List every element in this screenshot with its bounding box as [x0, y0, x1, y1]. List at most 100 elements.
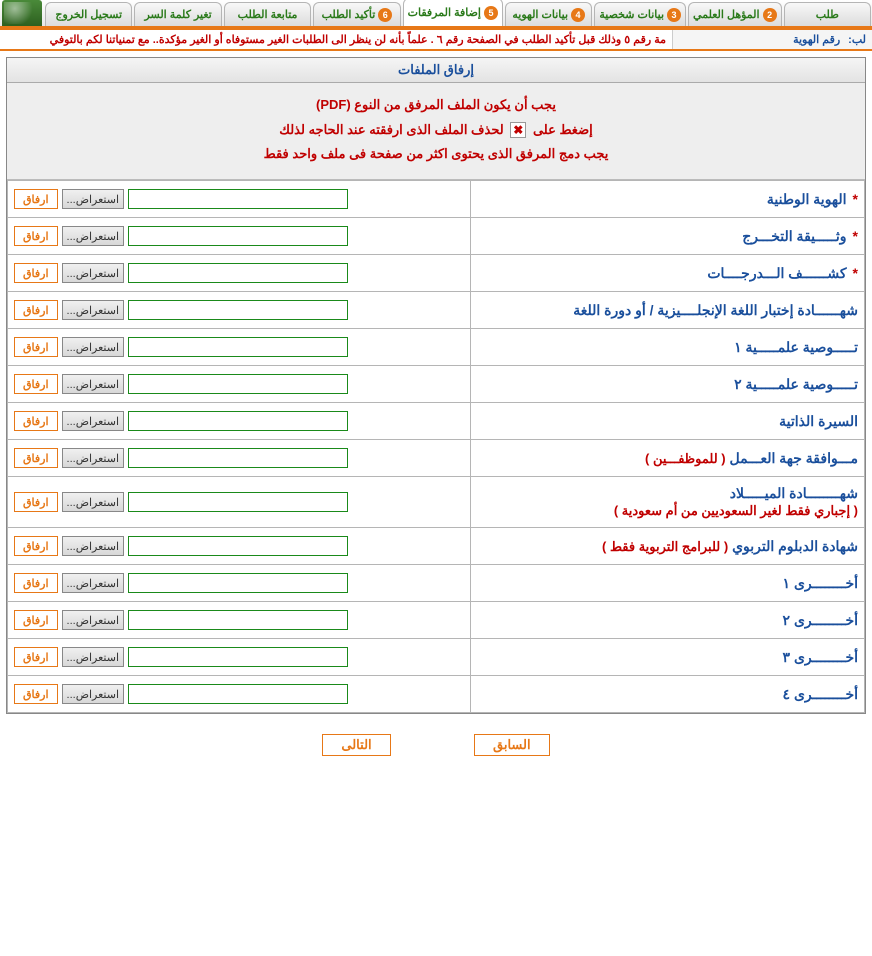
- upload-cell: ارفاق...استعراض: [8, 477, 471, 528]
- attach-button[interactable]: ارفاق: [14, 610, 58, 630]
- browse-button[interactable]: ...استعراض: [62, 536, 125, 556]
- attach-button[interactable]: ارفاق: [14, 300, 58, 320]
- file-path-input[interactable]: [128, 263, 348, 283]
- table-row: *الهوية الوطنيةارفاق...استعراض: [8, 181, 865, 218]
- instr-line-3: يجب دمج المرفق الذى يحتوى اكثر من صفحة ف…: [13, 142, 859, 167]
- nav-row: السابق التالى: [0, 720, 872, 774]
- browse-button[interactable]: ...استعراض: [62, 374, 125, 394]
- upload-cell: ارفاق...استعراض: [8, 329, 471, 366]
- tab-attachments[interactable]: 5إضافة المرفقات: [403, 0, 503, 26]
- attach-button[interactable]: ارفاق: [14, 411, 58, 431]
- attach-button[interactable]: ارفاق: [14, 189, 58, 209]
- upload-cell: ارفاق...استعراض: [8, 440, 471, 477]
- table-row: *كشــــــف الـــدرجــــاتارفاق...استعراض: [8, 255, 865, 292]
- upload-cell: ارفاق...استعراض: [8, 528, 471, 565]
- upload-cell: ارفاق...استعراض: [8, 676, 471, 713]
- attachment-label: *الهوية الوطنية: [470, 181, 864, 218]
- file-path-input[interactable]: [128, 448, 348, 468]
- tab-identity[interactable]: 4بيانات الهويه: [505, 2, 592, 26]
- attachment-label: تـــــوصية علمـــــية ١: [470, 329, 864, 366]
- attach-button[interactable]: ارفاق: [14, 448, 58, 468]
- required-star: *: [853, 191, 858, 207]
- tab-logout[interactable]: تسجيل الخروج: [45, 2, 132, 26]
- lb-lb: لب:: [848, 33, 866, 46]
- table-row: *وثـــــيقة التخـــرجارفاق...استعراض: [8, 218, 865, 255]
- delete-x-icon: ✖: [510, 122, 526, 138]
- browse-button[interactable]: ...استعراض: [62, 189, 125, 209]
- file-path-input[interactable]: [128, 536, 348, 556]
- browse-button[interactable]: ...استعراض: [62, 337, 125, 357]
- attachments-table: *الهوية الوطنيةارفاق...استعراض*وثـــــيق…: [7, 180, 865, 713]
- upload-cell: ارفاق...استعراض: [8, 255, 471, 292]
- file-path-input[interactable]: [128, 189, 348, 209]
- upload-cell: ارفاق...استعراض: [8, 639, 471, 676]
- attachment-label: أخــــــــرى ٣: [470, 639, 864, 676]
- upload-cell: ارفاق...استعراض: [8, 218, 471, 255]
- attachment-label: السيرة الذاتية: [470, 403, 864, 440]
- attach-button[interactable]: ارفاق: [14, 536, 58, 556]
- attachment-name: وثـــــيقة التخـــرج: [742, 228, 846, 244]
- attachment-label: شهــــــــادة الميـــــلاد( إجباري فقط ل…: [470, 477, 864, 528]
- file-path-input[interactable]: [128, 492, 348, 512]
- attach-button[interactable]: ارفاق: [14, 647, 58, 667]
- attachment-note: ( للموظفـــين ): [645, 451, 726, 466]
- file-path-input[interactable]: [128, 226, 348, 246]
- file-path-input[interactable]: [128, 411, 348, 431]
- browse-button[interactable]: ...استعراض: [62, 573, 125, 593]
- browse-button[interactable]: ...استعراض: [62, 300, 125, 320]
- tab-personal[interactable]: 3بيانات شخصية: [594, 2, 686, 26]
- attachment-name: شهــــــــادة الميـــــلاد: [730, 485, 858, 501]
- sub-bar: لب: رقم الهوية مة رقم ٥ وذلك قبل تأكيد ا…: [0, 30, 872, 51]
- upload-cell: ارفاق...استعراض: [8, 181, 471, 218]
- browse-button[interactable]: ...استعراض: [62, 684, 125, 704]
- upload-cell: ارفاق...استعراض: [8, 403, 471, 440]
- browse-button[interactable]: ...استعراض: [62, 492, 125, 512]
- browse-button[interactable]: ...استعراض: [62, 448, 125, 468]
- file-path-input[interactable]: [128, 684, 348, 704]
- tab-request[interactable]: طلب: [784, 2, 871, 26]
- table-row: تـــــوصية علمـــــية ١ ارفاق...استعراض: [8, 329, 865, 366]
- tab-password[interactable]: تغير كلمة السر: [134, 2, 221, 26]
- file-path-input[interactable]: [128, 300, 348, 320]
- browse-button[interactable]: ...استعراض: [62, 411, 125, 431]
- attachment-label: *كشــــــف الـــدرجــــات: [470, 255, 864, 292]
- table-row: أخــــــــرى ٢ ارفاق...استعراض: [8, 602, 865, 639]
- attachment-name: أخــــــــرى ٢: [783, 612, 858, 628]
- attachment-label: أخــــــــرى ٢: [470, 602, 864, 639]
- attach-button[interactable]: ارفاق: [14, 573, 58, 593]
- attachment-name: أخــــــــرى ٣: [783, 649, 858, 665]
- logo-icon: [2, 0, 42, 26]
- file-path-input[interactable]: [128, 647, 348, 667]
- attachment-label: شهــــــادة إختبار اللغة الإنجلــــيزية …: [470, 292, 864, 329]
- attach-button[interactable]: ارفاق: [14, 492, 58, 512]
- attach-button[interactable]: ارفاق: [14, 684, 58, 704]
- attach-button[interactable]: ارفاق: [14, 226, 58, 246]
- file-path-input[interactable]: [128, 374, 348, 394]
- attachment-name: كشــــــف الـــدرجــــات: [707, 265, 846, 281]
- attachment-name: السيرة الذاتية: [779, 413, 858, 429]
- table-row: شهــــــــادة الميـــــلاد( إجباري فقط ل…: [8, 477, 865, 528]
- instr-line-1: يجب أن يكون الملف المرفق من النوع (PDF): [13, 93, 859, 118]
- attach-button[interactable]: ارفاق: [14, 263, 58, 283]
- browse-button[interactable]: ...استعراض: [62, 647, 125, 667]
- browse-button[interactable]: ...استعراض: [62, 263, 125, 283]
- next-button[interactable]: التالى: [322, 734, 390, 756]
- file-path-input[interactable]: [128, 610, 348, 630]
- file-path-input[interactable]: [128, 337, 348, 357]
- tab-qualification[interactable]: 2المؤهل العلمي: [688, 2, 782, 26]
- attachment-name: شهادة الدبلوم التربوي: [732, 538, 858, 554]
- table-row: أخــــــــرى ٤ارفاق...استعراض: [8, 676, 865, 713]
- prev-button[interactable]: السابق: [474, 734, 550, 756]
- tab-follow[interactable]: متابعة الطلب: [224, 2, 311, 26]
- browse-button[interactable]: ...استعراض: [62, 226, 125, 246]
- step-tabs: طلب 2المؤهل العلمي 3بيانات شخصية 4بيانات…: [0, 0, 872, 30]
- file-path-input[interactable]: [128, 573, 348, 593]
- attachment-name: تـــــوصية علمـــــية ١: [734, 339, 858, 355]
- attach-button[interactable]: ارفاق: [14, 337, 58, 357]
- browse-button[interactable]: ...استعراض: [62, 610, 125, 630]
- upload-cell: ارفاق...استعراض: [8, 602, 471, 639]
- table-row: أخــــــــرى ٣ ارفاق...استعراض: [8, 639, 865, 676]
- attachment-name: أخــــــــرى ١: [783, 575, 858, 591]
- attach-button[interactable]: ارفاق: [14, 374, 58, 394]
- tab-confirm[interactable]: 6تأكيد الطلب: [313, 2, 400, 26]
